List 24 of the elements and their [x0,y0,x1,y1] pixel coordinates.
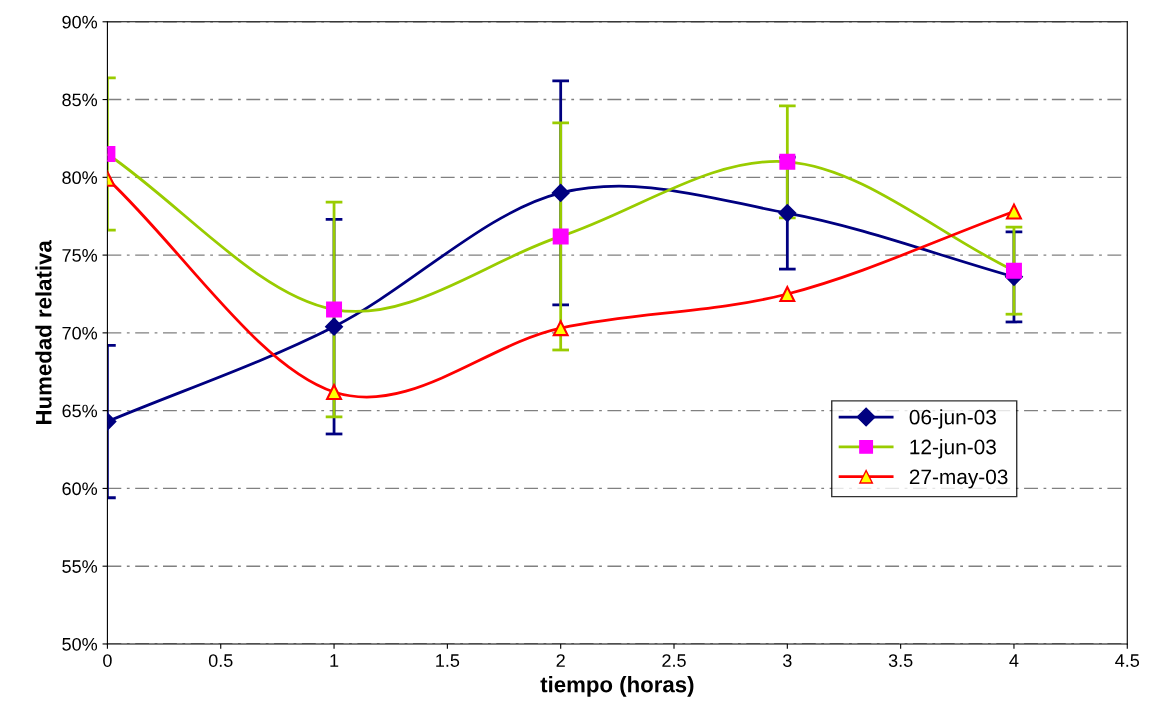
x-tick-label: 3.5 [888,654,913,667]
y-tick-label: 70% [62,326,98,340]
x-tick-label: 2 [556,654,565,667]
y-axis-title: Humedad relativa [35,240,52,425]
y-tick-label: 90% [62,15,98,29]
y-tick-label: 50% [62,637,98,651]
x-tick-label: 3 [782,654,792,667]
legend-label: 12-jun-03 [910,439,996,459]
legend-label: 06-jun-03 [909,409,996,429]
x-tick-label: 0.5 [208,654,233,667]
x-tick-label: 1 [330,654,339,667]
x-tick-label: 4.5 [1115,654,1140,667]
x-tick-label: 2.5 [662,654,686,667]
y-tick-label: 80% [62,171,98,185]
legend-label: 27-may-03 [909,469,1008,489]
x-tick-label: 0 [103,654,112,667]
y-tick-label: 60% [62,482,98,496]
y-tick-label: 65% [62,404,98,418]
x-axis-title: tiempo (horas) [540,676,694,697]
x-tick-label: 4 [1009,654,1019,667]
y-tick-label: 55% [62,560,98,573]
y-tick-label: 75% [62,249,98,262]
y-tick-label: 85% [62,93,98,107]
x-tick-label: 1.5 [436,654,460,667]
